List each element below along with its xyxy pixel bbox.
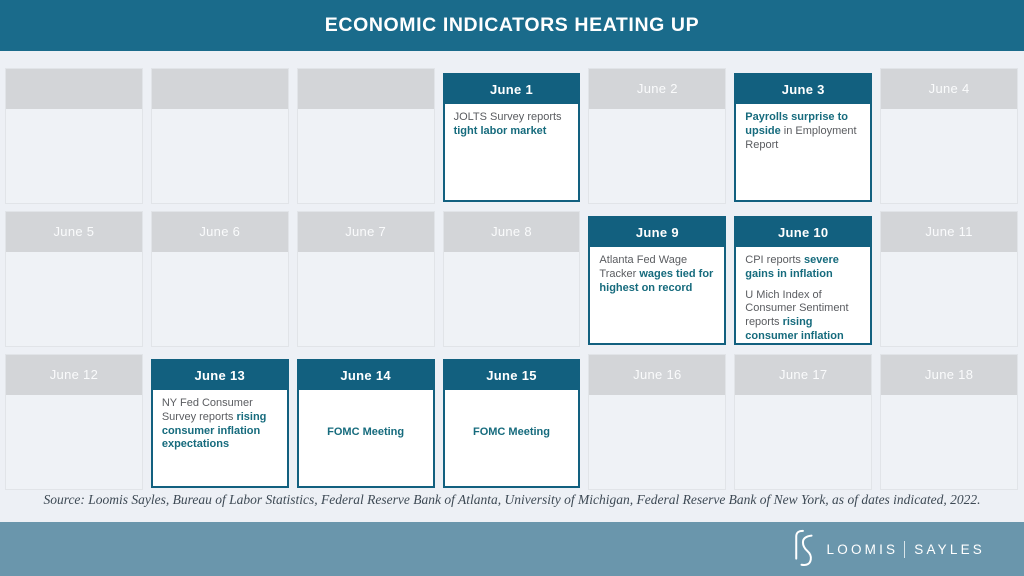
calendar-cell-blank — [296, 68, 435, 204]
title-bar: ECONOMIC INDICATORS HEATING UP — [0, 0, 1024, 51]
cell-date-label: June 13 — [152, 361, 287, 390]
cell-date-label: June 6 — [151, 212, 288, 252]
brand-lockup: LOOMIS SAYLES — [788, 527, 985, 571]
cell-date-label: June 11 — [881, 212, 1018, 252]
cell-date-label: June 10 — [736, 218, 871, 247]
cell-event-text — [735, 395, 871, 407]
cell-event-text — [6, 252, 142, 264]
calendar-cell-june-7: June 7 — [296, 211, 435, 347]
calendar-cell-blank — [150, 68, 289, 204]
cell-date-label: June 2 — [589, 69, 726, 109]
cell-event-text: Atlanta Fed Wage Tracker wages tied for … — [599, 254, 714, 294]
cell-date-label — [151, 69, 288, 109]
calendar-cell-june-10: June 10 CPI reports severe gains in infla… — [734, 216, 873, 345]
cell-event-text: NY Fed Consumer Survey reports rising co… — [161, 397, 267, 451]
cell-event-text — [298, 109, 434, 121]
cell-event-text — [6, 395, 142, 407]
cell-event-text: CPI reports severe gains in inflation U M… — [745, 254, 849, 342]
cell-date-label: June 14 — [298, 361, 433, 390]
cell-date-label: June 15 — [444, 361, 579, 390]
calendar-cell-june-1: June 1 JOLTS Survey reports tight labor m… — [442, 73, 581, 202]
cell-event-text: FOMC Meeting — [472, 426, 550, 439]
cell-event-text — [881, 252, 1017, 264]
cell-event-text — [881, 109, 1017, 121]
calendar-cell-june-6: June 6 — [150, 211, 289, 347]
calendar-cell-june-18: June 18 — [880, 354, 1018, 490]
cell-date-label: June 16 — [589, 355, 726, 395]
cell-date-label — [297, 69, 434, 109]
cell-event-text — [152, 252, 288, 264]
calendar-cell-june-5: June 5 — [5, 211, 143, 347]
brand-name-sayles: SAYLES — [914, 541, 985, 557]
cell-event-text: Payrolls surprise to upside in Employmen… — [745, 111, 857, 151]
calendar-cell-june-2: June 2 — [588, 68, 727, 204]
cell-event-text: JOLTS Survey reports tight labor market — [453, 111, 562, 137]
calendar-cell-june-8: June 8 — [442, 211, 581, 347]
brand-name-loomis: LOOMIS — [826, 541, 899, 557]
cell-date-label: June 18 — [881, 355, 1018, 395]
calendar-cell-june-9: June 9 Atlanta Fed Wage Tracker wages tie… — [588, 216, 727, 345]
cell-date-label: June 5 — [5, 212, 142, 252]
cell-date-label: June 1 — [444, 75, 579, 104]
cell-event-text — [589, 395, 725, 407]
cell-date-label: June 3 — [736, 75, 871, 104]
cell-event-text — [298, 252, 434, 264]
cell-event-text — [152, 109, 288, 121]
calendar-cell-june-17: June 17 — [734, 354, 873, 490]
source-note: Source: Loomis Sayles, Bureau of Labor S… — [43, 492, 981, 507]
cell-date-label: June 4 — [881, 69, 1018, 109]
calendar-cell-june-12: June 12 — [5, 354, 143, 490]
calendar-cell-june-11: June 11 — [880, 211, 1018, 347]
cell-event-text — [881, 395, 1017, 407]
cell-event-text — [6, 109, 142, 121]
calendar-cell-june-15: June 15 FOMC Meeting — [442, 359, 581, 488]
calendar-cell-june-13: June 13 NY Fed Consumer Survey reports ri… — [150, 359, 289, 488]
cell-date-label: June 9 — [590, 218, 725, 247]
footer-band: LOOMIS SAYLES — [0, 522, 1024, 576]
calendar-cell-june-16: June 16 — [588, 354, 727, 490]
cell-date-label: June 17 — [735, 355, 872, 395]
cell-date-label: June 8 — [443, 212, 580, 252]
cell-event-text — [589, 109, 725, 121]
calendar-cell-june-3: June 3 Payrolls surprise to upside in Emp… — [734, 73, 873, 202]
calendar-grid: June 1 JOLTS Survey reports tight labor m… — [5, 68, 1018, 490]
calendar-cell-june-4: June 4 — [880, 68, 1018, 204]
cell-event-text: FOMC Meeting — [327, 426, 405, 439]
cell-date-label — [5, 69, 142, 109]
cell-date-label: June 12 — [5, 355, 142, 395]
page-title: ECONOMIC INDICATORS HEATING UP — [324, 14, 700, 36]
cell-date-label: June 7 — [297, 212, 434, 252]
calendar-cell-blank — [5, 68, 143, 204]
cell-event-text — [444, 252, 580, 264]
brand-divider — [904, 540, 906, 558]
loomis-sayles-logo-icon — [794, 529, 813, 567]
calendar-cell-june-14: June 14 FOMC Meeting — [296, 359, 435, 488]
